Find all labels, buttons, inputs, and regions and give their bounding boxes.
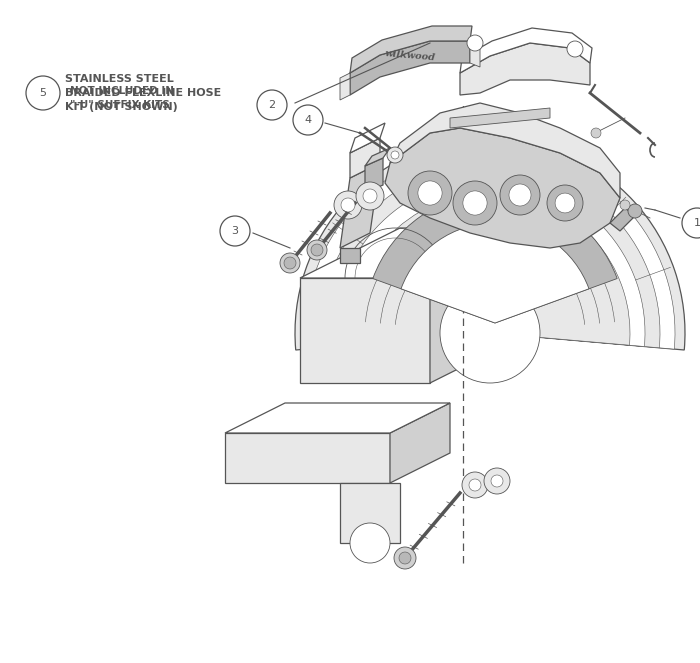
Circle shape bbox=[280, 253, 300, 273]
Polygon shape bbox=[390, 103, 620, 198]
Circle shape bbox=[257, 90, 287, 120]
Wedge shape bbox=[350, 193, 630, 345]
Polygon shape bbox=[340, 483, 400, 543]
Polygon shape bbox=[300, 228, 530, 278]
Text: 4: 4 bbox=[304, 115, 312, 125]
Circle shape bbox=[555, 193, 575, 213]
Circle shape bbox=[682, 208, 700, 238]
Polygon shape bbox=[340, 73, 350, 100]
Circle shape bbox=[509, 184, 531, 206]
Text: 1: 1 bbox=[694, 218, 700, 228]
Polygon shape bbox=[350, 41, 470, 95]
Polygon shape bbox=[340, 163, 380, 248]
Circle shape bbox=[391, 151, 399, 159]
Polygon shape bbox=[460, 28, 592, 73]
Text: wilkwood: wilkwood bbox=[384, 49, 435, 63]
Polygon shape bbox=[450, 108, 550, 128]
Circle shape bbox=[284, 257, 296, 269]
Polygon shape bbox=[385, 128, 620, 248]
Circle shape bbox=[399, 552, 411, 564]
Circle shape bbox=[293, 105, 323, 135]
Circle shape bbox=[462, 472, 488, 498]
Circle shape bbox=[394, 547, 416, 569]
Circle shape bbox=[334, 191, 362, 219]
Text: STAINLESS STEEL
BRAIDED FLEXLINE HOSE
KIT (NOT SHOWN): STAINLESS STEEL BRAIDED FLEXLINE HOSE KI… bbox=[65, 74, 221, 112]
Polygon shape bbox=[610, 208, 635, 231]
Circle shape bbox=[220, 216, 250, 246]
Circle shape bbox=[453, 181, 497, 225]
Circle shape bbox=[26, 76, 60, 110]
Polygon shape bbox=[365, 148, 390, 166]
Wedge shape bbox=[320, 163, 660, 348]
Wedge shape bbox=[305, 148, 675, 349]
Polygon shape bbox=[225, 403, 450, 433]
Circle shape bbox=[341, 198, 355, 212]
Circle shape bbox=[547, 185, 583, 221]
Circle shape bbox=[350, 523, 390, 563]
Polygon shape bbox=[300, 278, 430, 383]
Polygon shape bbox=[430, 228, 530, 383]
Text: NOT INCLUDED IN
"-U" SUFFIX KITS: NOT INCLUDED IN "-U" SUFFIX KITS bbox=[70, 86, 174, 110]
Circle shape bbox=[484, 468, 510, 494]
Polygon shape bbox=[470, 41, 480, 67]
Circle shape bbox=[311, 244, 323, 256]
Wedge shape bbox=[295, 138, 685, 350]
Circle shape bbox=[620, 200, 630, 210]
Polygon shape bbox=[350, 123, 385, 153]
Circle shape bbox=[418, 181, 442, 205]
Circle shape bbox=[387, 147, 403, 163]
Text: 2: 2 bbox=[268, 100, 276, 110]
Circle shape bbox=[467, 35, 483, 51]
Text: 3: 3 bbox=[232, 226, 239, 236]
Wedge shape bbox=[335, 178, 645, 347]
Circle shape bbox=[356, 182, 384, 210]
Polygon shape bbox=[340, 248, 360, 263]
Polygon shape bbox=[350, 26, 472, 73]
Circle shape bbox=[628, 204, 642, 218]
Circle shape bbox=[440, 283, 540, 383]
Circle shape bbox=[363, 189, 377, 203]
Circle shape bbox=[408, 171, 452, 215]
Circle shape bbox=[491, 475, 503, 487]
Polygon shape bbox=[350, 138, 380, 178]
Wedge shape bbox=[401, 223, 589, 323]
Circle shape bbox=[469, 479, 481, 491]
Circle shape bbox=[307, 240, 327, 260]
Circle shape bbox=[567, 41, 583, 57]
Polygon shape bbox=[225, 433, 390, 483]
Text: 5: 5 bbox=[39, 88, 46, 98]
Polygon shape bbox=[390, 403, 450, 483]
Polygon shape bbox=[365, 158, 383, 193]
Polygon shape bbox=[460, 43, 590, 95]
Circle shape bbox=[463, 191, 487, 215]
Circle shape bbox=[500, 175, 540, 215]
Circle shape bbox=[591, 128, 601, 138]
Wedge shape bbox=[373, 193, 617, 323]
